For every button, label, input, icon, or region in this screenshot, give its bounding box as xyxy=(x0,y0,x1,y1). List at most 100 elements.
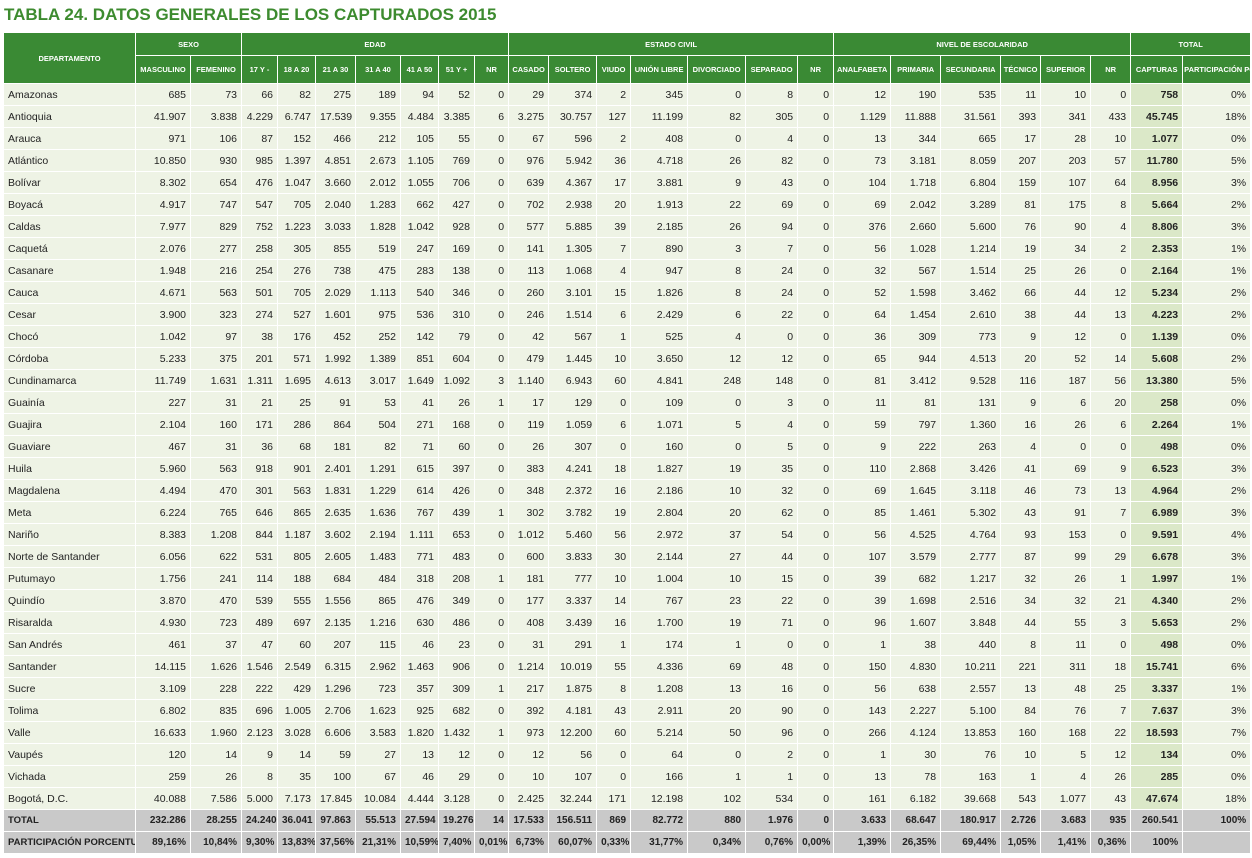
cell: 4 xyxy=(596,259,632,282)
cell: 0 xyxy=(473,787,510,810)
cell: 1.311 xyxy=(241,369,278,392)
cell: 120 xyxy=(135,743,191,766)
cell: 56 xyxy=(1090,369,1132,392)
cell: 232.286 xyxy=(135,809,191,832)
cell: 519 xyxy=(355,237,401,260)
cell: 76 xyxy=(1000,215,1042,238)
row-label: Chocó xyxy=(3,325,136,348)
cell: 0 xyxy=(797,281,835,304)
cell: 0 xyxy=(473,237,510,260)
cell: 12 xyxy=(438,743,475,766)
cell: 55 xyxy=(438,127,475,150)
cell: 107 xyxy=(833,545,892,568)
cell: 0 xyxy=(797,677,835,700)
cell: 26,35% xyxy=(890,831,942,854)
cell: 188 xyxy=(277,567,316,590)
cell: 90 xyxy=(1040,215,1092,238)
cell: 0 xyxy=(596,743,632,766)
cell: 600 xyxy=(508,545,550,568)
cell: 73 xyxy=(1040,479,1092,502)
cell: 43 xyxy=(1000,501,1042,524)
cell: 156.511 xyxy=(548,809,598,832)
cell: 29 xyxy=(508,83,550,106)
cell: 0 xyxy=(797,611,835,634)
cell: 35 xyxy=(277,765,316,788)
cell: 0 xyxy=(473,281,510,304)
cell: 706 xyxy=(438,171,475,194)
cell: 3.881 xyxy=(630,171,689,194)
cell: 1.055 xyxy=(400,171,439,194)
cell: 0 xyxy=(797,391,835,414)
cell: 29 xyxy=(1090,545,1132,568)
cell: 4.241 xyxy=(548,457,598,480)
cell: 21,31% xyxy=(355,831,401,854)
cell: 10 xyxy=(687,567,747,590)
cell: 114 xyxy=(241,567,278,590)
cell: 24.240 xyxy=(241,809,278,832)
cell: 2% xyxy=(1182,281,1252,304)
cell: 203 xyxy=(1040,149,1092,172)
row-label: Caldas xyxy=(3,215,136,238)
cell: 1.360 xyxy=(940,413,1002,436)
cell: 1.217 xyxy=(940,567,1002,590)
cell: 189 xyxy=(355,83,401,106)
cell: 1.216 xyxy=(355,611,401,634)
cell: 1.068 xyxy=(548,259,598,282)
data-row: Huila 5.960 563 918 901 2.401 1.291 615 397 0 383 4… xyxy=(3,457,1252,480)
data-row: Vichada 259 26 8 35 100 67 46 29 0 10 107 0 166 1 1 0 13 7… xyxy=(3,765,1252,788)
total-row: PARTICIPACIÓN PORCENTUAL89,16%10,84%9,30… xyxy=(3,831,1252,854)
cell: 7,40% xyxy=(438,831,475,854)
cell: 82.772 xyxy=(630,809,689,832)
cell: 10 xyxy=(687,479,747,502)
cell: 44 xyxy=(745,545,799,568)
cell: 259 xyxy=(135,765,191,788)
cell: 20 xyxy=(687,501,747,524)
cell: 0 xyxy=(797,413,835,436)
cell: 1 xyxy=(833,633,892,656)
cell: 31 xyxy=(190,435,242,458)
cell: 865 xyxy=(277,501,316,524)
cell: 5.653 xyxy=(1130,611,1184,634)
cell: 52 xyxy=(1040,347,1092,370)
total-row: TOTAL 232.286 28.255 24.240 36.041 97.863 55.5… xyxy=(3,809,1252,832)
cell: 928 xyxy=(438,215,475,238)
cell: 18% xyxy=(1182,105,1252,128)
cell: 30 xyxy=(890,743,942,766)
cell: 0 xyxy=(473,149,510,172)
row-label: Putumayo xyxy=(3,567,136,590)
cell: 1 xyxy=(687,633,747,656)
cell: 2.429 xyxy=(630,303,689,326)
cell: 36 xyxy=(241,435,278,458)
group-header: TOTAL xyxy=(1130,32,1252,56)
column-header: DIVORCIADO xyxy=(687,55,747,84)
column-header: NR xyxy=(797,55,835,84)
cell: 0 xyxy=(473,347,510,370)
group-header: EDAD xyxy=(240,32,510,56)
cell: 475 xyxy=(355,259,401,282)
cell: 0 xyxy=(797,171,835,194)
cell: 32 xyxy=(745,479,799,502)
cell: 2.972 xyxy=(630,523,689,546)
row-label: TOTAL xyxy=(3,809,136,832)
cell: 85 xyxy=(833,501,892,524)
cell: 2.123 xyxy=(241,721,278,744)
cell: 305 xyxy=(745,105,799,128)
cell: 208 xyxy=(438,567,475,590)
cell: 4.124 xyxy=(890,721,942,744)
cell: 32.244 xyxy=(548,787,598,810)
cell: 32 xyxy=(1040,589,1092,612)
cell: 6 xyxy=(473,105,510,128)
cell: 93 xyxy=(1000,523,1042,546)
cell: 0 xyxy=(745,325,799,348)
cell: 0% xyxy=(1182,633,1252,656)
cell: 47.674 xyxy=(1130,787,1184,810)
cell: 1.601 xyxy=(315,303,356,326)
cell: 11 xyxy=(833,391,892,414)
cell: 46 xyxy=(1000,479,1042,502)
cell: 1.291 xyxy=(355,457,401,480)
cell: 22 xyxy=(745,303,799,326)
cell: 865 xyxy=(355,589,401,612)
cell: 344 xyxy=(890,127,942,150)
cell: 1.187 xyxy=(277,523,316,546)
cell: 835 xyxy=(190,699,242,722)
